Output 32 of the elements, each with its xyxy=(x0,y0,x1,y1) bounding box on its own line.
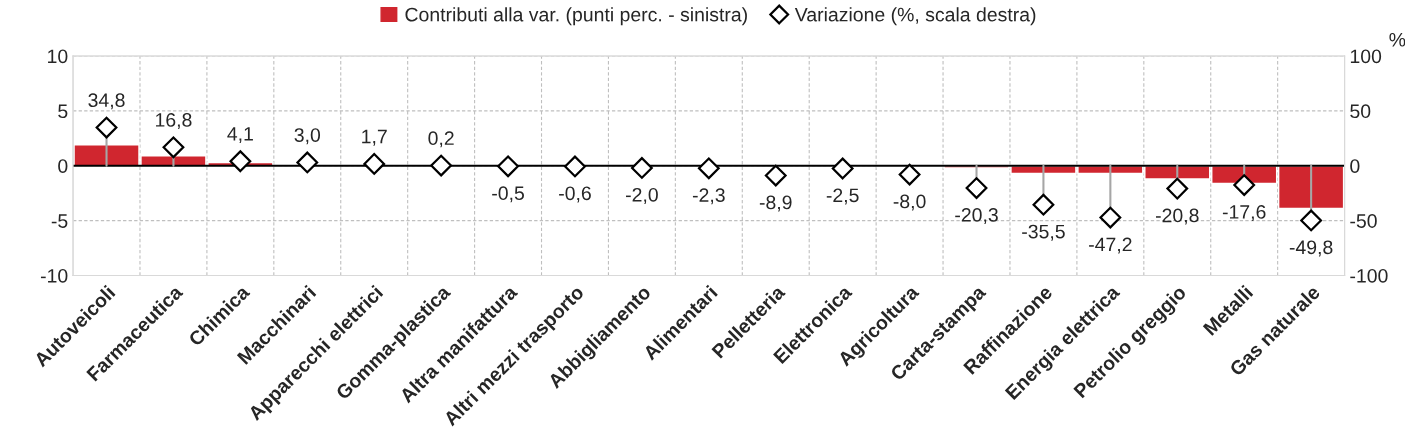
data-label: -0,5 xyxy=(492,186,524,203)
data-label: 1,7 xyxy=(362,129,387,146)
legend-label: Contributi alla var. (punti perc. - sinistra) xyxy=(405,7,747,26)
data-label: -20,3 xyxy=(955,208,998,225)
data-label: -2,0 xyxy=(626,187,658,204)
y-tick-label: 0 xyxy=(58,159,68,173)
data-label: 0,2 xyxy=(428,131,454,148)
data-label: -8,0 xyxy=(893,194,926,211)
y2-tick-label: -100 xyxy=(1350,268,1388,283)
y2-tick-label: 0 xyxy=(1350,159,1360,173)
y-tick-label: 5 xyxy=(58,104,68,119)
y-tick-label: -5 xyxy=(51,214,68,228)
data-label: -17,6 xyxy=(1222,205,1266,222)
data-label: 34,8 xyxy=(88,93,125,110)
y2-tick-label: 50 xyxy=(1350,104,1371,119)
data-label: -35,5 xyxy=(1022,224,1065,241)
y-tick-label: 10 xyxy=(48,49,68,64)
legend-label: Variazione (%, scala destra) xyxy=(794,7,1036,26)
data-label: -0,6 xyxy=(559,186,591,203)
data-label: -2,3 xyxy=(692,188,725,205)
data-label: -49,8 xyxy=(1289,240,1333,257)
y2-axis-title: % xyxy=(1389,32,1405,47)
data-label: 3,0 xyxy=(294,128,321,145)
y2-tick-label: 100 xyxy=(1350,49,1382,64)
data-label: 4,1 xyxy=(227,127,253,144)
y-tick-label: -10 xyxy=(40,268,68,283)
data-label: -20,8 xyxy=(1155,208,1199,225)
y2-tick-label: -50 xyxy=(1350,214,1377,228)
data-label: -47,2 xyxy=(1089,237,1132,254)
data-label: -8,9 xyxy=(759,195,792,212)
data-label: 16,8 xyxy=(156,113,192,130)
data-label: -2,5 xyxy=(826,188,859,205)
